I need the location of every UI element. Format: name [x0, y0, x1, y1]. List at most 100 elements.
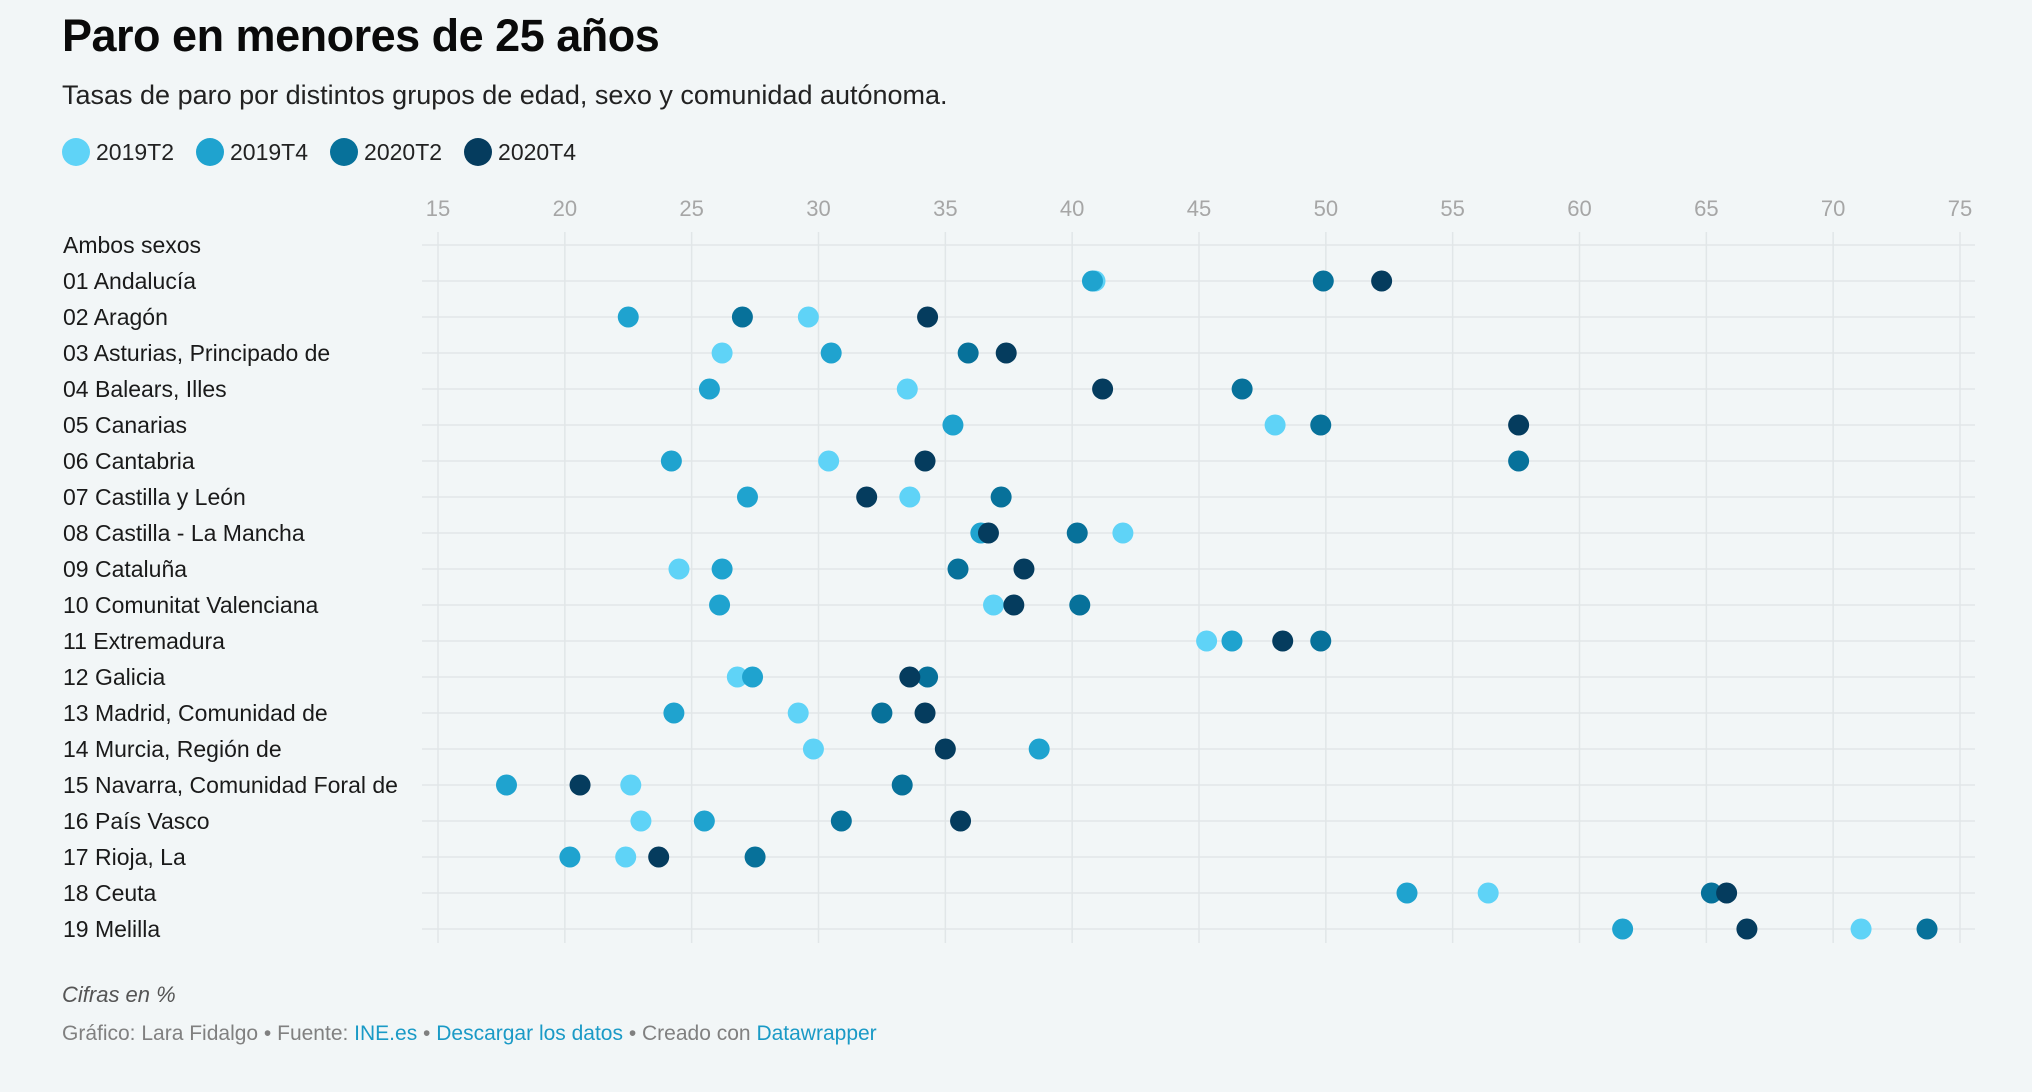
data-point-2020t2 — [1312, 270, 1334, 292]
data-point-2019t4 — [711, 558, 733, 580]
data-point-2019t4 — [495, 774, 517, 796]
x-tick-label: 15 — [426, 196, 450, 221]
data-point-2020t4 — [569, 774, 591, 796]
row-label: 17 Rioja, La — [63, 844, 186, 870]
data-point-2020t2 — [1310, 414, 1332, 436]
data-point-2020t2 — [891, 774, 913, 796]
source-link[interactable]: INE.es — [354, 1022, 418, 1045]
data-point-2019t4 — [1081, 270, 1103, 292]
data-point-2020t4 — [995, 342, 1017, 364]
data-point-2020t4 — [899, 666, 921, 688]
row-label: 13 Madrid, Comunidad de — [63, 700, 328, 726]
row-label: 16 País Vasco — [63, 808, 210, 834]
data-point-2020t4 — [1013, 558, 1035, 580]
footer-separator: • — [417, 1022, 437, 1045]
data-point-2019t2 — [1477, 882, 1499, 904]
data-point-2020t4 — [1736, 918, 1758, 940]
legend-swatch-2020t2 — [330, 138, 359, 166]
download-data-link[interactable]: Descargar los datos — [436, 1022, 623, 1045]
data-point-2019t4 — [736, 486, 758, 508]
data-point-2020t4 — [917, 306, 939, 328]
row-label: 15 Navarra, Comunidad Foral de — [63, 772, 398, 798]
data-point-2019t4 — [660, 450, 682, 472]
legend-label-2020t2: 2020T2 — [364, 138, 443, 165]
x-tick-label: 70 — [1821, 196, 1845, 221]
data-point-2019t2 — [726, 666, 748, 688]
row-label: 14 Murcia, Región de — [63, 736, 282, 762]
row-label: 11 Extremadura — [63, 628, 225, 654]
x-tick-label: 25 — [679, 196, 703, 221]
row-label: Ambos sexos — [63, 232, 201, 258]
row-label: 07 Castilla y León — [63, 484, 246, 510]
row-label: 05 Canarias — [63, 412, 187, 438]
row-label: 18 Ceuta — [63, 880, 157, 906]
dot-plot: 15 20 25 30 35 40 45 50 55 60 65 70 75 Ambos sexos 01 … — [63, 196, 1975, 943]
data-point-2020t4 — [856, 486, 878, 508]
row-label: 19 Melilla — [63, 916, 160, 942]
legend-swatch-2020t4 — [464, 138, 493, 166]
footer-created-with: • Creado con — [623, 1022, 757, 1045]
data-point-2020t4 — [914, 702, 936, 724]
legend-swatch-2019t2 — [62, 138, 90, 166]
data-point-2019t4 — [1396, 882, 1418, 904]
row-label: 01 Andalucía — [63, 268, 196, 294]
data-point-2019t4 — [709, 594, 731, 616]
legend-item-2019t4: 2019T4 — [196, 138, 308, 166]
data-point-2019t4 — [663, 702, 685, 724]
data-point-2020t2 — [1066, 522, 1088, 544]
legend-item-2019t2: 2019T2 — [62, 138, 174, 166]
data-point-2019t2 — [797, 306, 819, 328]
data-point-2020t2 — [830, 810, 852, 832]
data-point-2020t2 — [917, 666, 939, 688]
data-point-2020t2 — [1916, 918, 1938, 940]
x-tick-label: 65 — [1694, 196, 1718, 221]
data-point-2019t2 — [630, 810, 652, 832]
legend-swatch-2019t4 — [196, 138, 225, 166]
data-point-2020t2 — [1310, 630, 1332, 652]
x-tick-label: 40 — [1060, 196, 1084, 221]
data-point-2019t2 — [896, 378, 918, 400]
data-point-2020t4 — [977, 522, 999, 544]
data-point-2020t4 — [934, 738, 956, 760]
data-point-2019t2 — [1196, 630, 1218, 652]
data-point-2019t4 — [693, 810, 715, 832]
data-point-2019t2 — [899, 486, 921, 508]
x-tick-label: 55 — [1440, 196, 1464, 221]
data-point-2019t4 — [698, 378, 720, 400]
data-point-2020t4 — [1371, 270, 1393, 292]
data-point-2019t4 — [1221, 630, 1243, 652]
x-tick-label: 20 — [553, 196, 577, 221]
data-point-2019t4 — [559, 846, 581, 868]
legend-item-2020t4: 2020T4 — [464, 138, 576, 166]
row-label: 12 Galicia — [63, 664, 165, 690]
data-point-2019t2 — [620, 774, 642, 796]
data-point-2020t2 — [947, 558, 969, 580]
legend-label-2019t2: 2019T2 — [96, 138, 175, 165]
chart-subtitle: Tasas de paro por distintos grupos de ed… — [62, 80, 948, 110]
datawrapper-link[interactable]: Datawrapper — [756, 1022, 877, 1045]
data-point-2019t4 — [1612, 918, 1634, 940]
data-point-2020t4 — [914, 450, 936, 472]
row-label: 06 Cantabria — [63, 448, 195, 474]
data-point-2019t2 — [787, 702, 809, 724]
x-tick-label: 50 — [1314, 196, 1338, 221]
data-point-2019t2 — [711, 342, 733, 364]
row-label: 04 Balears, Illes — [63, 376, 227, 402]
x-tick-label: 30 — [806, 196, 830, 221]
data-point-2020t4 — [1092, 378, 1114, 400]
data-point-2020t2 — [1231, 378, 1253, 400]
x-tick-label: 60 — [1567, 196, 1591, 221]
data-point-2020t4 — [648, 846, 670, 868]
data-point-2020t2 — [871, 702, 893, 724]
chart-title: Paro en menores de 25 años — [62, 10, 660, 61]
x-tick-label: 75 — [1948, 196, 1972, 221]
legend-item-2020t2: 2020T2 — [330, 138, 442, 166]
data-point-2019t2 — [668, 558, 690, 580]
data-point-2020t2 — [731, 306, 753, 328]
data-point-2020t4 — [1272, 630, 1294, 652]
footer-credit: Gráfico: Lara Fidalgo • Fuente: — [62, 1022, 355, 1045]
row-label: 08 Castilla - La Mancha — [63, 520, 305, 546]
data-point-2020t4 — [1716, 882, 1738, 904]
data-point-2020t4 — [950, 810, 972, 832]
data-point-2020t4 — [1508, 414, 1530, 436]
